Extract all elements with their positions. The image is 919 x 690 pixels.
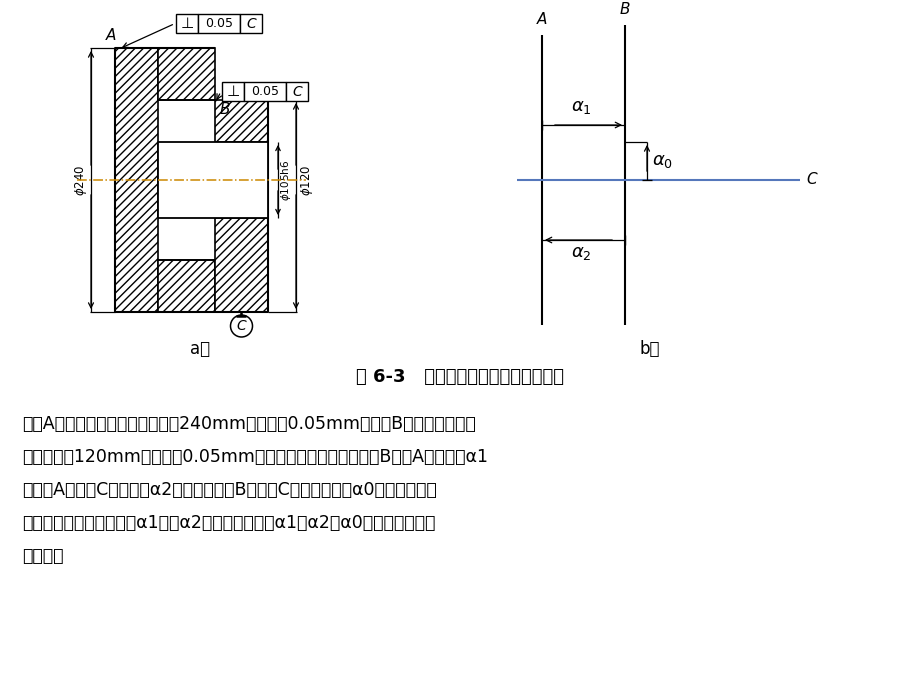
Text: A: A	[536, 12, 547, 27]
Text: a）: a）	[189, 340, 210, 358]
Bar	[244, 82, 286, 101]
Text: b）: b）	[639, 340, 660, 358]
Bar	[240, 14, 262, 33]
Text: $\phi$240: $\phi$240	[73, 164, 89, 196]
Text: B: B	[220, 103, 231, 117]
Text: 尺寸链。: 尺寸链。	[22, 547, 63, 565]
Text: 端面A对轴心的垂直度误差在直径240mm处不大于0.05mm，端面B对轴线的垂直度: 端面A对轴心的垂直度误差在直径240mm处不大于0.05mm，端面B对轴线的垂直…	[22, 415, 475, 433]
Polygon shape	[215, 100, 267, 142]
Text: $\alpha_0$: $\alpha_0$	[652, 152, 673, 170]
Polygon shape	[115, 48, 158, 312]
Polygon shape	[158, 260, 215, 312]
Text: C: C	[236, 319, 246, 333]
Text: ⊥: ⊥	[180, 16, 193, 31]
Text: $\alpha_2$: $\alpha_2$	[571, 244, 591, 262]
Text: $\phi$120: $\phi$120	[299, 164, 314, 196]
Text: 0.05: 0.05	[205, 17, 233, 30]
Text: $\phi$105h6: $\phi$105h6	[278, 159, 292, 201]
Bar	[221, 82, 244, 101]
Text: $\alpha_1$: $\alpha_1$	[571, 98, 591, 116]
Text: A: A	[106, 28, 116, 43]
Text: B: B	[619, 2, 630, 17]
Text: C: C	[292, 84, 301, 99]
Polygon shape	[158, 48, 215, 100]
Bar	[286, 82, 308, 101]
Text: C: C	[246, 17, 255, 30]
Bar	[198, 14, 240, 33]
Text: ⊥: ⊥	[226, 84, 239, 99]
Text: 中间接保证的，它取决于α1、和α2的大小，因此，α1、α2和α0组成了位置公差: 中间接保证的，它取决于α1、和α2的大小，因此，α1、α2和α0组成了位置公差	[22, 514, 435, 532]
Text: 误差在直径120mm处不大于0.05mm。在加工过程中，直接保证B面对A面平行度α1: 误差在直径120mm处不大于0.05mm。在加工过程中，直接保证B面对A面平行度…	[22, 448, 487, 466]
Text: 图 6-3   拖拉机制动器轴承套结构简图: 图 6-3 拖拉机制动器轴承套结构简图	[356, 368, 563, 386]
Bar	[176, 14, 198, 33]
Bar	[158, 142, 267, 218]
Text: 和端面A对基准C的垂直度α2的要求，端面B对基准C的垂直度要求α0是在加工过程: 和端面A对基准C的垂直度α2的要求，端面B对基准C的垂直度要求α0是在加工过程	[22, 481, 437, 499]
Text: 0.05: 0.05	[251, 85, 278, 98]
Text: C: C	[805, 172, 816, 188]
Polygon shape	[215, 218, 267, 312]
